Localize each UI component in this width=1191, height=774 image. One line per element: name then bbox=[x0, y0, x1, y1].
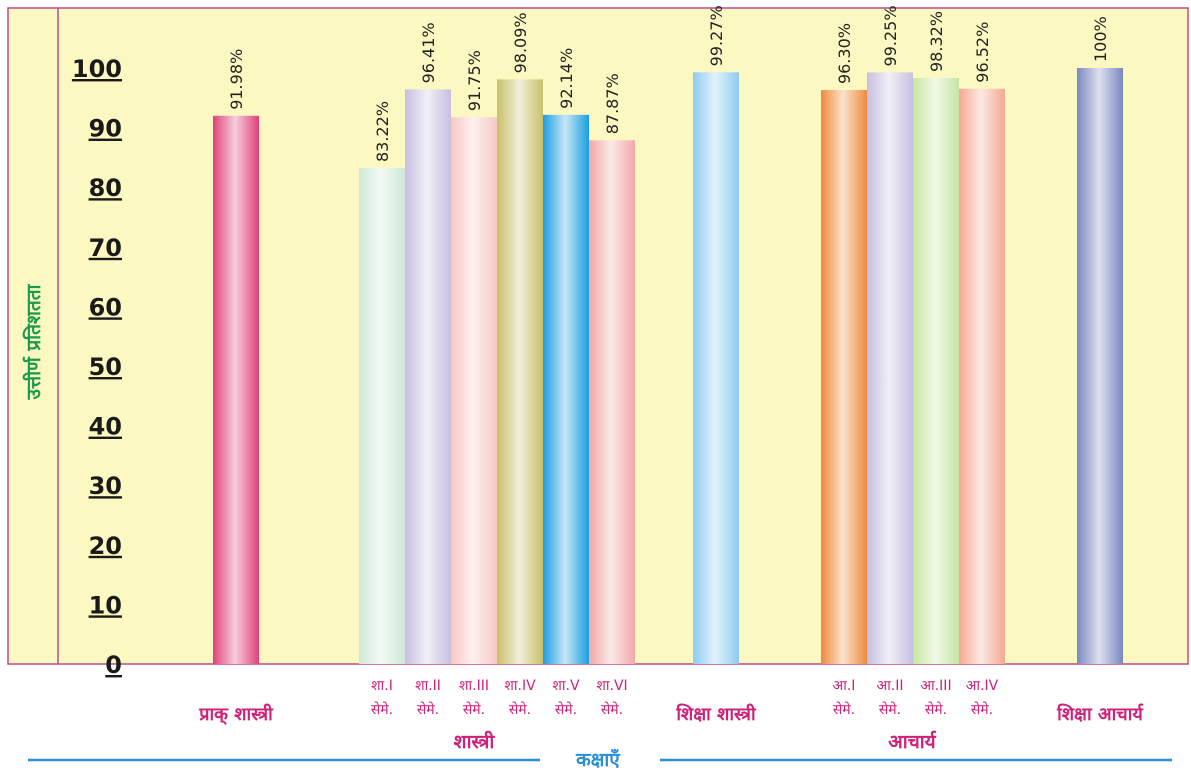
value-label: 92.14% bbox=[557, 48, 576, 109]
category-label: आ.IV bbox=[966, 678, 999, 694]
value-labels: 91.98% 83.22% 96.41% 91.75% 98.09% 92.14% 87.8… bbox=[227, 5, 1110, 162]
category-sublabel: सेमे. bbox=[925, 701, 947, 718]
value-label: 91.98% bbox=[227, 49, 246, 110]
bars bbox=[213, 68, 1123, 665]
bar bbox=[693, 72, 739, 664]
value-label: 99.25% bbox=[881, 5, 900, 66]
bar bbox=[359, 168, 405, 665]
category-label: शा.V bbox=[552, 678, 580, 694]
bar bbox=[821, 90, 867, 664]
value-label: 96.30% bbox=[835, 23, 854, 84]
y-tick-label: 30 bbox=[89, 472, 122, 500]
value-label: 100% bbox=[1091, 16, 1110, 62]
category-labels: प्राक् शास्त्री शा.I सेमे. शा.II सेमे. शा.III… bbox=[198, 678, 1144, 726]
bar bbox=[959, 88, 1005, 665]
bar bbox=[589, 140, 635, 664]
y-tick-label: 0 bbox=[105, 651, 122, 679]
bar bbox=[867, 72, 913, 665]
category-label: प्राक् शास्त्री bbox=[198, 703, 274, 726]
category-label: शा.IV bbox=[504, 678, 536, 694]
category-label: शा.II bbox=[415, 678, 441, 694]
category-label: शिक्षा आचार्य bbox=[1056, 703, 1144, 725]
y-tick-label: 100 bbox=[72, 55, 122, 83]
bar bbox=[451, 117, 497, 665]
category-sublabel: सेमे. bbox=[971, 701, 993, 718]
category-sublabel: सेमे. bbox=[417, 701, 439, 718]
value-label: 91.75% bbox=[465, 50, 484, 111]
category-sublabel: सेमे. bbox=[601, 701, 623, 718]
bar bbox=[913, 78, 959, 664]
bar bbox=[213, 115, 259, 665]
y-tick-label: 70 bbox=[89, 234, 122, 262]
y-tick-label: 60 bbox=[89, 293, 122, 321]
y-tick-label: 10 bbox=[89, 591, 122, 619]
value-label: 83.22% bbox=[373, 101, 392, 162]
value-label: 98.32% bbox=[927, 11, 946, 72]
bar bbox=[497, 79, 543, 664]
y-tick-label: 50 bbox=[89, 353, 122, 381]
value-label: 99.27% bbox=[707, 5, 726, 66]
bar bbox=[1077, 68, 1123, 664]
group-labels: शास्त्री आचार्य bbox=[454, 730, 937, 753]
y-tick-label: 20 bbox=[89, 532, 122, 560]
value-label: 96.52% bbox=[973, 22, 992, 83]
bar bbox=[543, 114, 589, 665]
category-sublabel: सेमे. bbox=[833, 701, 855, 718]
category-sublabel: सेमे. bbox=[879, 701, 901, 718]
category-label: आ.I bbox=[833, 678, 856, 694]
value-label: 87.87% bbox=[603, 73, 622, 134]
x-axis-label: कक्षाएँ bbox=[575, 748, 621, 771]
category-sublabel: सेमे. bbox=[509, 701, 531, 718]
y-tick-label: 80 bbox=[89, 174, 122, 202]
y-tick-label: 90 bbox=[89, 115, 122, 143]
value-label: 98.09% bbox=[511, 12, 530, 73]
category-label: शिक्षा शास्त्री bbox=[675, 703, 757, 725]
category-label: शा.III bbox=[459, 678, 489, 694]
group-label: आचार्य bbox=[888, 730, 936, 753]
category-label: शा.I bbox=[371, 678, 393, 694]
y-tick-label: 40 bbox=[89, 413, 122, 441]
category-label: आ.II bbox=[876, 678, 903, 694]
bar bbox=[405, 89, 451, 664]
y-axis-label: उत्तीर्ण प्रतिशतता bbox=[22, 283, 45, 400]
category-sublabel: सेमे. bbox=[555, 701, 577, 718]
category-sublabel: सेमे. bbox=[371, 701, 393, 718]
category-sublabel: सेमे. bbox=[463, 701, 485, 718]
category-label: शा.VI bbox=[596, 678, 627, 694]
value-label: 96.41% bbox=[419, 22, 438, 83]
y-tick-labels: 0 10 20 30 40 50 60 70 80 90 100 bbox=[72, 55, 122, 679]
group-label: शास्त्री bbox=[454, 730, 496, 753]
category-label: आ.III bbox=[920, 678, 951, 694]
